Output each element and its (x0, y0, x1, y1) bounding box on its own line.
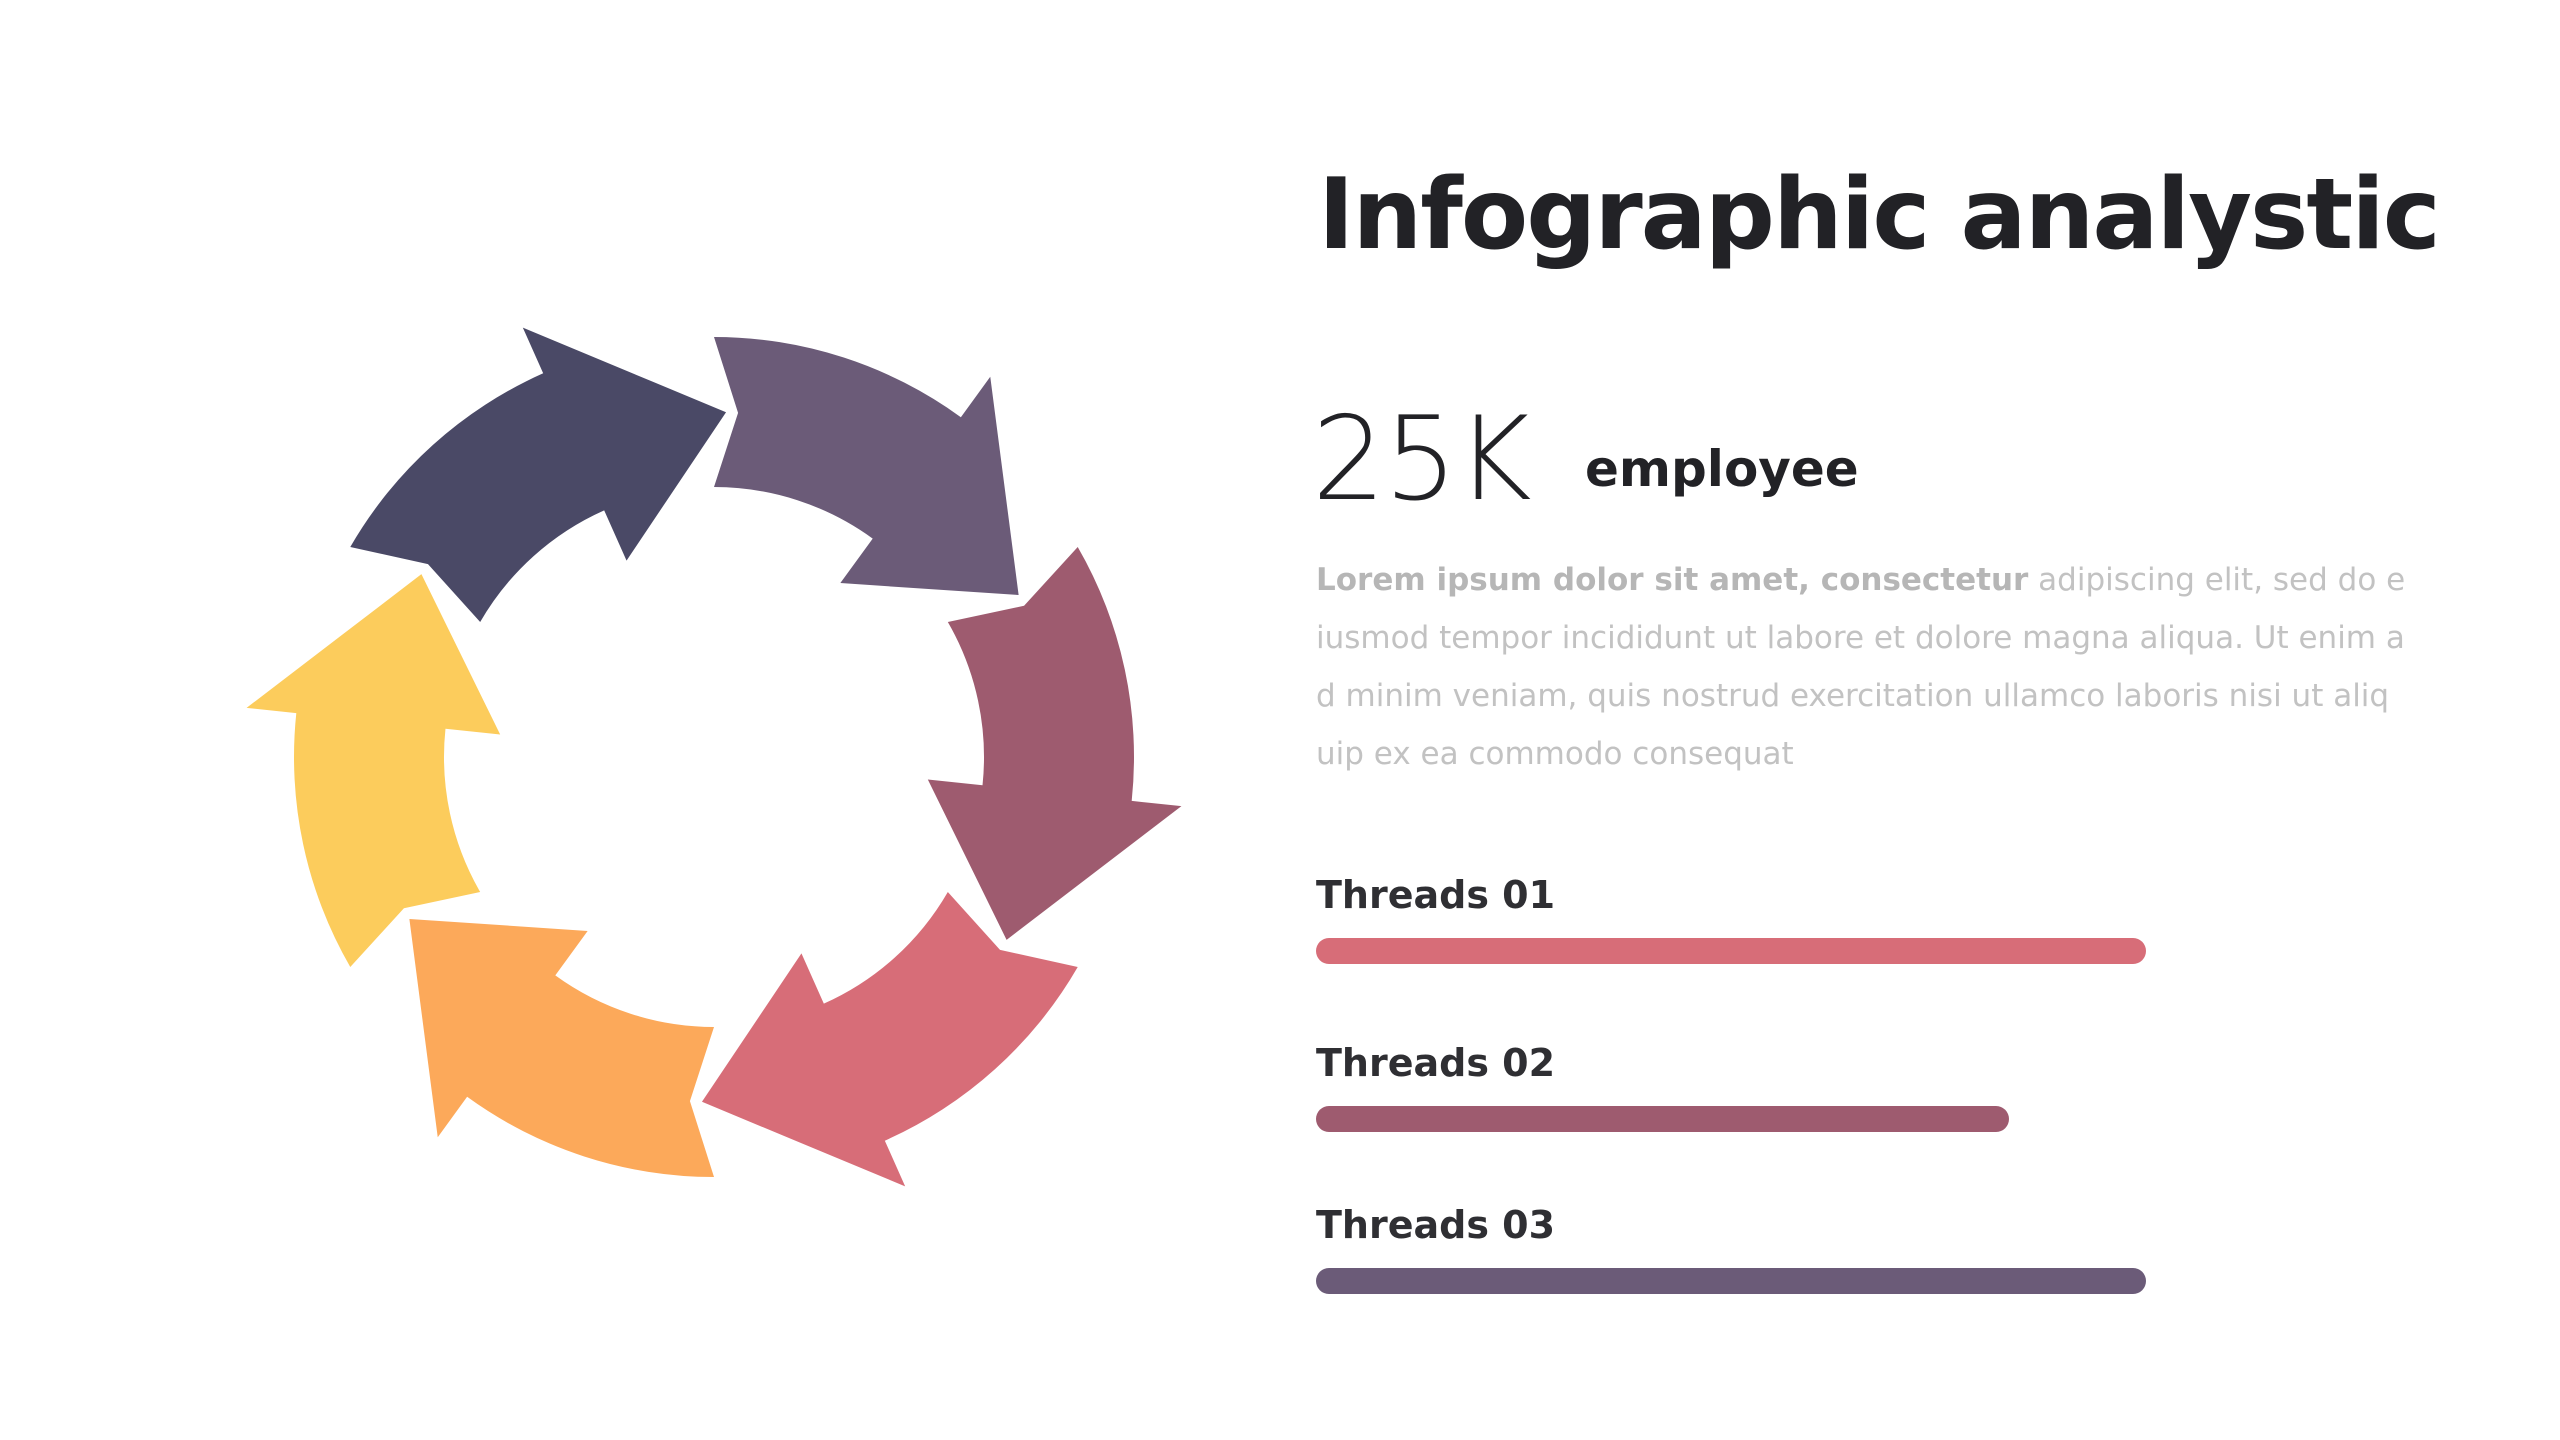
thread-progress-fill (1316, 1268, 2146, 1294)
thread-label: Threads 02 (1316, 1041, 1556, 1085)
thread-item-03: Threads 03 (1316, 1202, 2156, 1294)
cycle-arrow-left-upper (350, 327, 727, 622)
stat-label: employee (1585, 440, 1859, 498)
cycle-arrow-diagram (246, 327, 1182, 1187)
description-body: adipiscing elit, sed do eiusmod tempor i… (1316, 562, 2406, 772)
cycle-arrow-right-lower (701, 892, 1078, 1187)
thread-label: Threads 03 (1316, 1203, 1556, 1247)
page-title: Infographic analystic (1318, 158, 2441, 272)
thread-item-02: Threads 02 (1316, 1040, 2156, 1132)
description-paragraph: Lorem ipsum dolor sit amet, consectetur … (1316, 551, 2406, 783)
thread-progress-bar (1316, 1268, 2146, 1294)
thread-item-01: Threads 01 (1316, 872, 2156, 964)
thread-progress-bar (1316, 1106, 2146, 1132)
thread-progress-fill (1316, 1106, 2010, 1132)
thread-progress-bar (1316, 938, 2146, 964)
thread-label: Threads 01 (1316, 873, 1556, 917)
thread-progress-fill (1316, 938, 2146, 964)
stat-value: 25K (1312, 392, 1532, 527)
cycle-arrow-right-upper (927, 547, 1182, 940)
cycle-arrow-top (714, 337, 1019, 596)
cycle-arrow-left-lower (246, 574, 501, 967)
cycle-arrow-bottom (409, 918, 714, 1178)
description-lead: Lorem ipsum dolor sit amet, consectetur (1316, 562, 2029, 598)
